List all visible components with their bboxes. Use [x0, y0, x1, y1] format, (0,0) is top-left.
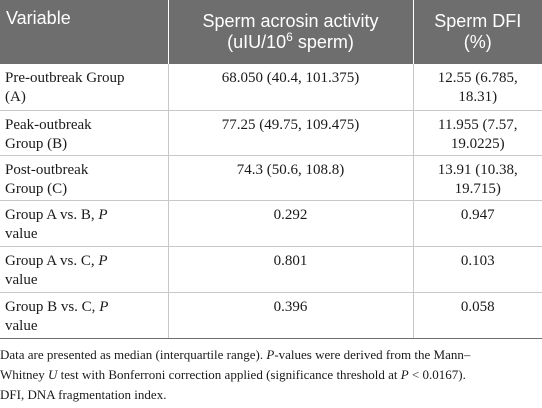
footnote-text: -values were derived from the Mann–	[274, 347, 471, 362]
dfi-cell: 11.955 (7.57, 19.0225)	[413, 110, 542, 156]
row-label: Post-outbreak Group (C)	[0, 155, 169, 201]
acrosin-cell: 68.050 (40.4, 101.375)	[168, 64, 414, 111]
acrosin-cell: 74.3 (50.6, 108.8)	[168, 155, 414, 201]
row-label-line2: (A)	[5, 89, 26, 105]
header-variable: Variable	[0, 0, 169, 64]
dfi-line2: 19.0225)	[450, 135, 505, 152]
row-label-line1: Post-outbreak	[5, 161, 89, 178]
p-symbol: P	[99, 298, 109, 315]
results-table: Variable Sperm acrosin activity (uIU/106…	[0, 0, 542, 339]
acrosin-p-cell: 0.292	[168, 200, 414, 247]
table-header: Variable Sperm acrosin activity (uIU/106…	[0, 0, 542, 64]
footnote-text: Whitney	[0, 367, 49, 382]
p-symbol: P	[98, 206, 108, 223]
footnote-abbreviation: DFI, DNA fragmentation index.	[0, 387, 167, 402]
p-symbol: P	[98, 252, 108, 269]
row-label: Peak-outbreak Group (B)	[0, 110, 169, 156]
dfi-line2: 18.31)	[458, 89, 498, 105]
dfi-p-cell: 0.058	[413, 292, 542, 339]
dfi-line2: 19.715)	[454, 180, 501, 197]
row-label-line1: Group B vs. C,	[5, 298, 100, 315]
header-acrosin-unit-suffix: sperm)	[292, 32, 354, 52]
row-label-line1: Pre-outbreak Group	[5, 70, 125, 86]
header-dfi-title: Sperm DFI	[434, 11, 522, 31]
row-label-line2: value	[5, 271, 38, 288]
row-label-line2: Group (B)	[5, 135, 68, 152]
dfi-cell: 13.91 (10.38, 19.715)	[413, 155, 542, 201]
row-label-line1: Group A vs. B,	[5, 206, 99, 223]
dfi-cell: 12.55 (6.785, 18.31)	[413, 64, 542, 111]
table-row: Post-outbreak Group (C) 74.3 (50.6, 108.8…	[0, 155, 542, 201]
dfi-p-cell: 0.103	[413, 246, 542, 293]
dfi-line1: 11.955 (7.57,	[438, 116, 518, 133]
header-acrosin-unit-prefix: (uIU/10	[227, 32, 287, 52]
row-label-line2: value	[5, 225, 38, 242]
acrosin-p-cell: 0.396	[168, 292, 414, 339]
footnote-text: test with Bonferroni correction applied …	[57, 367, 401, 382]
header-acrosin: Sperm acrosin activity (uIU/106 sperm)	[168, 0, 414, 64]
dfi-line1: 13.91 (10.38,	[437, 161, 518, 178]
dfi-p-cell: 0.947	[413, 200, 542, 247]
row-label-line1: Peak-outbreak	[5, 116, 92, 133]
table-footnote: Data are presented as median (interquart…	[0, 345, 540, 405]
header-acrosin-title: Sperm acrosin activity	[202, 11, 379, 31]
footnote-p-symbol: P	[266, 347, 275, 362]
acrosin-cell: 77.25 (49.75, 109.475)	[168, 110, 414, 156]
table-row: Peak-outbreak Group (B) 77.25 (49.75, 109…	[0, 110, 542, 156]
table-row: Pre-outbreak Group (A) 68.050 (40.4, 101.…	[0, 64, 542, 111]
header-acrosin-unit-exponent: 6	[286, 30, 293, 44]
dfi-line1: 12.55 (6.785,	[437, 70, 518, 86]
footnote-text: Data are presented as median (interquart…	[0, 347, 267, 362]
header-dfi-unit: (%)	[463, 32, 492, 52]
footnote-text: < 0.0167).	[408, 367, 466, 382]
footnote-p-symbol: P	[400, 367, 409, 382]
row-label: Pre-outbreak Group (A)	[0, 64, 169, 111]
header-row: Variable Sperm acrosin activity (uIU/106…	[0, 0, 542, 64]
row-label-line2: Group (C)	[5, 180, 68, 197]
row-label-line2: value	[5, 317, 38, 334]
acrosin-p-cell: 0.801	[168, 246, 414, 293]
table-body: Pre-outbreak Group (A) 68.050 (40.4, 101.…	[0, 64, 542, 339]
header-dfi: Sperm DFI (%)	[413, 0, 542, 64]
row-label-line1: Group A vs. C,	[5, 252, 99, 269]
footnote-u-symbol: U	[48, 367, 58, 382]
